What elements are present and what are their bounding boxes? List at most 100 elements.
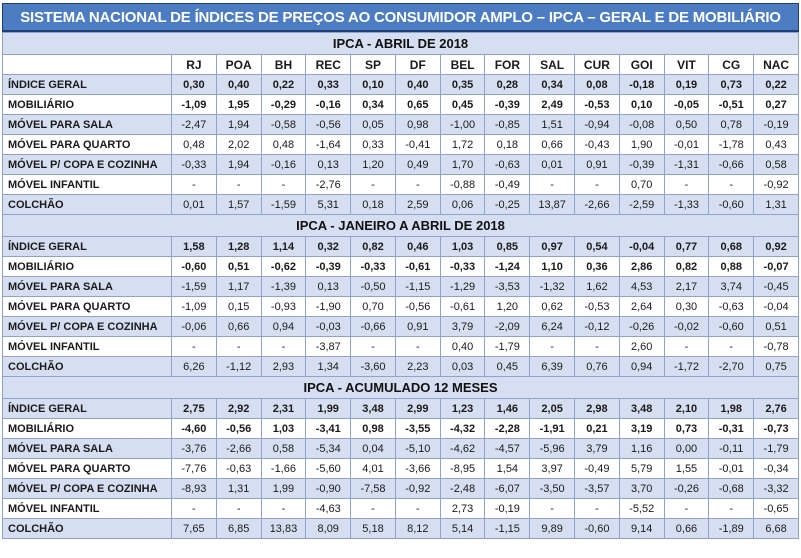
column-header-rj: RJ (171, 54, 217, 75)
value-cell: 0,18 (350, 194, 396, 215)
value-cell: 0,34 (529, 74, 576, 95)
value-cell: -0,39 (484, 94, 531, 115)
row-label: MOBILIÁRIO (2, 418, 172, 439)
value-cell: 0,18 (484, 134, 531, 155)
value-cell: 1,62 (574, 276, 620, 297)
value-cell: 2,49 (529, 94, 576, 115)
value-cell: 0,94 (260, 316, 307, 337)
value-cell: 0,32 (305, 236, 352, 257)
value-cell: -0,94 (574, 114, 620, 135)
value-cell: -1,79 (484, 336, 531, 357)
value-cell: 0,70 (350, 296, 396, 317)
table-row: MÓVEL PARA QUARTO 0,48 2,02 0,48 -1,64 0,33 -0… (2, 134, 799, 155)
value-cell: 2,76 (753, 398, 799, 419)
value-cell: -8,93 (171, 478, 217, 499)
row-label: COLCHÃO (2, 356, 172, 377)
value-cell: -1,59 (260, 194, 307, 215)
value-cell: -7,58 (350, 478, 396, 499)
row-label: MÓVEL PARA SALA (2, 276, 172, 297)
column-header-goi: GOI (618, 54, 665, 75)
value-cell: 0,19 (663, 74, 710, 95)
value-cell: -0,58 (260, 114, 307, 135)
row-label: MÓVEL INFANTIL (2, 498, 172, 519)
value-cell: - (708, 336, 755, 357)
value-cell: - (215, 498, 262, 519)
value-cell: 0,85 (484, 236, 531, 257)
value-cell: 0,94 (618, 356, 665, 377)
value-cell: -0,19 (484, 498, 531, 519)
column-header-sal: SAL (529, 54, 576, 75)
value-cell: -1,31 (663, 154, 710, 175)
value-cell: 0,01 (529, 154, 576, 175)
value-cell: 0,43 (753, 134, 799, 155)
value-cell: 0,45 (484, 356, 531, 377)
value-cell: -0,03 (305, 316, 352, 337)
value-cell: -0,08 (618, 114, 665, 135)
value-cell: 0,66 (215, 316, 262, 337)
value-cell: -0,33 (350, 256, 396, 277)
value-cell: 0,35 (439, 74, 486, 95)
column-header-bel: BEL (439, 54, 486, 75)
value-cell: -0,41 (394, 134, 441, 155)
value-cell: -0,53 (574, 94, 620, 115)
value-cell: -3,53 (484, 276, 531, 297)
value-cell: -0,29 (260, 94, 307, 115)
value-cell: -1,39 (260, 276, 307, 297)
value-cell: 0,51 (215, 256, 262, 277)
value-cell: -5,60 (305, 458, 352, 479)
value-cell: 13,83 (260, 518, 307, 539)
value-cell: 1,23 (439, 398, 486, 419)
row-label: MÓVEL PARA QUARTO (2, 296, 172, 317)
value-cell: 0,33 (305, 74, 352, 95)
value-cell: 0,01 (171, 194, 217, 215)
value-cell: - (171, 498, 217, 519)
value-cell: 2,75 (171, 398, 217, 419)
value-cell: 2,02 (215, 134, 262, 155)
value-cell: -0,33 (439, 256, 486, 277)
value-cell: -2,28 (484, 418, 531, 439)
value-cell: 1,17 (215, 276, 262, 297)
value-cell: 0,82 (663, 256, 710, 277)
value-cell: -1,59 (171, 276, 217, 297)
value-cell: 0,22 (753, 74, 799, 95)
table-row: MÓVEL PARA SALA -3,76 -2,66 0,58 -5,34 0,04 -5… (2, 438, 799, 459)
value-cell: 1,54 (484, 458, 531, 479)
value-cell: -0,61 (394, 256, 441, 277)
value-cell: 1,99 (260, 478, 307, 499)
row-label: ÍNDICE GERAL (2, 236, 172, 257)
value-cell: -0,66 (350, 316, 396, 337)
value-cell: -3,50 (529, 478, 576, 499)
value-cell: -0,01 (663, 134, 710, 155)
value-cell: 0,91 (394, 316, 441, 337)
value-cell: 0,91 (574, 154, 620, 175)
value-cell: 3,48 (618, 398, 665, 419)
value-cell: 1,99 (305, 398, 352, 419)
value-cell: 0,73 (663, 418, 710, 439)
value-cell: -1,78 (708, 134, 755, 155)
row-label: MÓVEL P/ COPA E COZINHA (2, 154, 172, 175)
value-cell: 1,03 (260, 418, 307, 439)
value-cell: -0,39 (305, 256, 352, 277)
value-cell: 0,78 (708, 114, 755, 135)
value-cell: -0,85 (484, 114, 531, 135)
value-cell: -1,72 (663, 356, 710, 377)
column-header-vit: VIT (663, 54, 710, 75)
table-row: ÍNDICE GERAL 1,58 1,28 1,14 0,32 0,82 0,46 1,03… (2, 236, 799, 257)
row-label: MOBILIÁRIO (2, 94, 172, 115)
value-cell: -8,95 (439, 458, 486, 479)
value-cell: 1,03 (439, 236, 486, 257)
value-cell: -0,45 (753, 276, 799, 297)
value-cell: 0,68 (708, 236, 755, 257)
value-cell: -2,09 (484, 316, 531, 337)
value-cell: 4,01 (350, 458, 396, 479)
value-cell: -0,33 (171, 154, 217, 175)
value-cell: 0,48 (260, 134, 307, 155)
value-cell: 0,40 (439, 336, 486, 357)
value-cell: -0,19 (753, 114, 799, 135)
value-cell: -1,66 (260, 458, 307, 479)
value-cell: -0,49 (574, 458, 620, 479)
value-cell: -2,66 (574, 194, 620, 215)
table-row: MÓVEL PARA SALA -1,59 1,17 -1,39 0,13 -0,50 -1… (2, 276, 799, 297)
value-cell: -0,16 (260, 154, 307, 175)
value-cell: 6,24 (529, 316, 576, 337)
